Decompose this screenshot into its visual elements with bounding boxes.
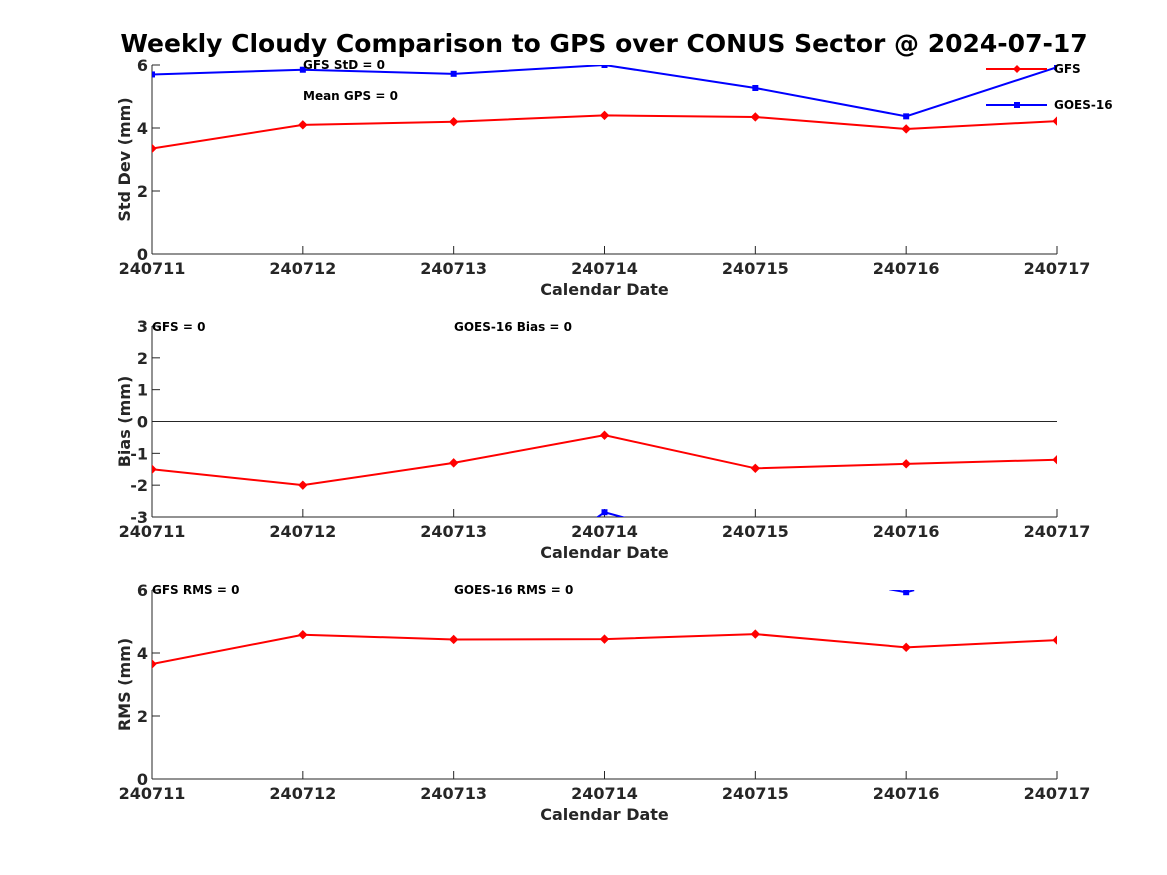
y-tick-label: 4 [137, 644, 148, 663]
data-point [599, 110, 610, 121]
x-tick-label: 240712 [269, 784, 336, 803]
y-tick-label: -3 [130, 508, 148, 527]
data-point [903, 113, 910, 120]
x-tick-label: 240713 [420, 522, 487, 541]
data-point [750, 463, 761, 474]
data-point [901, 459, 911, 469]
y-tick-label: 0 [137, 245, 148, 264]
series-gfs [152, 629, 1057, 669]
data-point [152, 659, 157, 669]
data-point [1052, 454, 1057, 465]
x-tick-label: 240715 [722, 259, 789, 278]
y-tick-label: 6 [137, 56, 148, 75]
y-tick-label: 3 [137, 317, 148, 336]
y-tick-label: 4 [137, 119, 148, 138]
stat-annotation: GOES-16 RMS = 0 [454, 583, 573, 597]
stat-annotation: GOES-16 Bias = 0 [454, 320, 572, 334]
data-point [750, 629, 761, 639]
data-point [152, 464, 157, 474]
y-axis-label: RMS (mm) [115, 638, 134, 731]
y-axis-label: Bias (mm) [115, 376, 134, 468]
y-tick-label: -2 [130, 476, 148, 495]
stat-annotation: GFS = 0 [152, 320, 205, 334]
x-tick-label: 240715 [722, 784, 789, 803]
data-point [901, 642, 911, 653]
y-tick-label: 0 [137, 413, 148, 432]
y-tick-label: 2 [137, 707, 148, 726]
y-tick-label: 6 [137, 581, 148, 600]
data-point [298, 630, 308, 640]
data-point [599, 634, 610, 644]
series-line [152, 114, 1057, 150]
legend-label: GOES-16 [1054, 98, 1113, 112]
data-point [752, 84, 759, 91]
data-point [1052, 635, 1057, 645]
x-axis-label: Calendar Date [540, 543, 669, 562]
x-tick-label: 240717 [1024, 784, 1091, 803]
x-tick-label: 240717 [1024, 259, 1091, 278]
series-line [152, 65, 1057, 118]
x-tick-label: 240712 [269, 522, 336, 541]
legend-label: GFS [1054, 62, 1081, 76]
x-tick-label: 240716 [873, 522, 940, 541]
x-tick-label: 240717 [1024, 522, 1091, 541]
data-point [298, 120, 308, 130]
data-point [448, 634, 459, 645]
data-point [450, 70, 457, 77]
legend-marker [1013, 65, 1021, 73]
stat-annotation: GFS RMS = 0 [152, 583, 239, 597]
y-axis-label: Std Dev (mm) [115, 97, 134, 221]
panel-2: -3 -2 -1 0 1 2 3 240711 240712 240713 240714 240715… [115, 317, 1090, 562]
data-point [1052, 116, 1057, 126]
x-tick-label: 240714 [571, 784, 638, 803]
data-point [903, 590, 910, 596]
data-point [299, 66, 306, 73]
y-tick-label: 2 [137, 349, 148, 368]
x-tick-label: 240714 [571, 259, 638, 278]
data-point [601, 509, 608, 516]
data-point [750, 112, 761, 122]
data-point [298, 480, 308, 490]
x-tick-label: 240711 [119, 259, 186, 278]
data-point [1054, 65, 1057, 71]
series-goes-16 [152, 65, 1057, 120]
stat-annotation: Mean GPS = 0 [303, 89, 398, 103]
y-tick-label: 2 [137, 182, 148, 201]
x-tick-label: 240712 [269, 259, 336, 278]
x-tick-label: 240711 [119, 522, 186, 541]
x-axis-label: Calendar Date [540, 805, 669, 824]
data-point [152, 71, 155, 78]
series-gfs [152, 430, 1057, 490]
x-tick-label: 240711 [119, 784, 186, 803]
series-line [152, 434, 1057, 487]
panel-3: 0 2 4 6 240711 240712 240713 240714 240715 240716… [115, 581, 1090, 824]
y-tick-label: 0 [137, 770, 148, 789]
x-tick-label: 240713 [420, 784, 487, 803]
x-tick-label: 240716 [873, 784, 940, 803]
legend-marker [1014, 102, 1020, 108]
legend: GFS GOES-16 [986, 62, 1113, 112]
data-point [601, 65, 608, 68]
y-tick-label: 1 [137, 381, 148, 400]
series-gfs [152, 110, 1057, 154]
x-tick-label: 240714 [571, 522, 638, 541]
x-tick-label: 240716 [873, 259, 940, 278]
x-axis-label: Calendar Date [540, 280, 669, 299]
data-point [901, 124, 911, 134]
series-line [888, 590, 915, 594]
x-tick-label: 240713 [420, 259, 487, 278]
data-point [152, 143, 157, 154]
chart-panels: 0 2 4 6 240711 240712 240713 240714 240715 240716… [115, 56, 1113, 824]
series-goes-16 [888, 590, 915, 596]
data-point [599, 430, 610, 440]
data-point [448, 116, 459, 127]
chart-title: Weekly Cloudy Comparison to GPS over CON… [120, 29, 1087, 58]
x-tick-label: 240715 [722, 522, 789, 541]
panel-1: 0 2 4 6 240711 240712 240713 240714 240715 240716… [115, 56, 1090, 299]
y-tick-label: -1 [130, 444, 148, 463]
series-goes-16 [596, 509, 626, 517]
stat-annotation: GFS StD = 0 [303, 58, 385, 72]
data-point [448, 458, 459, 468]
